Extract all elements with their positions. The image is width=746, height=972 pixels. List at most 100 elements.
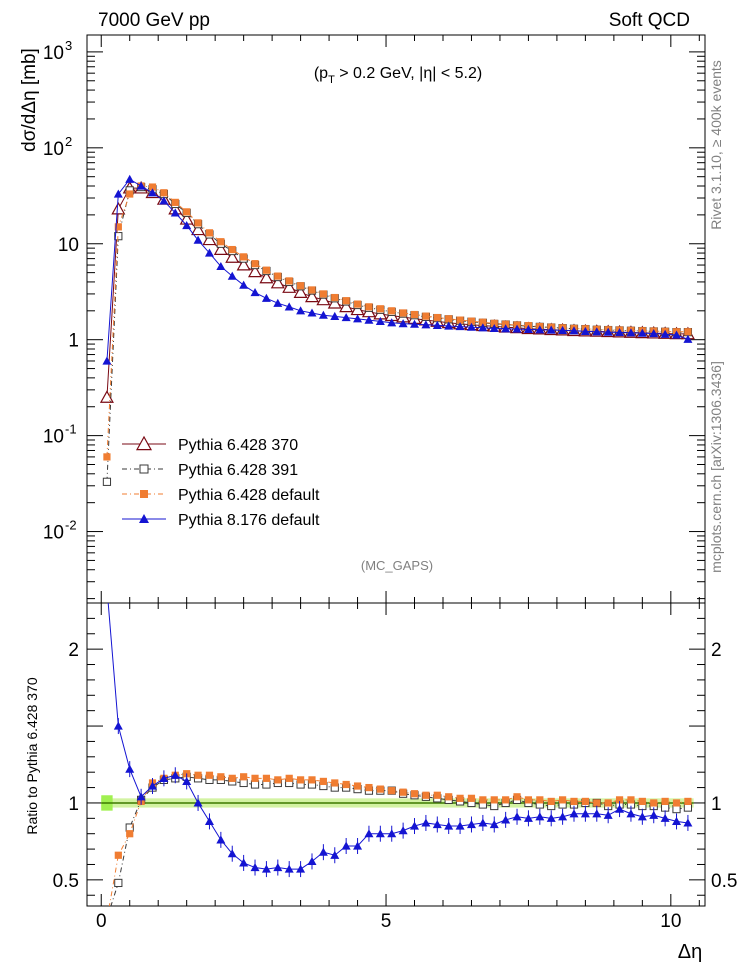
data-point [227, 849, 237, 858]
data-point [626, 328, 636, 337]
data-point [501, 324, 511, 333]
legend-label: Pythia 6.428 default [178, 487, 320, 504]
ratio-y-tick-label-right: 2 [711, 640, 722, 661]
data-point [318, 847, 328, 856]
data-point [592, 809, 602, 818]
data-point [569, 809, 579, 818]
data-point [330, 311, 340, 320]
data-point [307, 308, 317, 317]
data-point [467, 317, 476, 325]
x-tick-label: 5 [381, 911, 392, 932]
data-point [672, 799, 681, 807]
data-point [341, 841, 351, 850]
data-point [136, 792, 146, 801]
ratio-panel-frame [86, 602, 706, 907]
data-point [261, 293, 271, 302]
energy-label: 7000 GeV pp [98, 10, 210, 31]
data-point [547, 797, 555, 806]
data-point [558, 812, 568, 821]
ratio-y-tick-label: 2 [68, 640, 79, 661]
data-point [228, 774, 236, 782]
data-point [353, 314, 363, 323]
data-point [683, 818, 693, 827]
data-point [410, 310, 419, 319]
data-point [410, 319, 420, 328]
data-point [148, 781, 158, 790]
data-point [182, 776, 192, 786]
ratio-series-pythia-6-428-391 [110, 772, 693, 906]
y-tick-label: 10 [43, 43, 64, 64]
data-point [365, 303, 373, 311]
data-point [672, 805, 681, 814]
data-point [615, 327, 625, 337]
data-point [626, 809, 636, 818]
data-point [466, 322, 476, 331]
data-point [388, 787, 396, 795]
data-point [456, 794, 464, 802]
data-point [570, 797, 578, 806]
data-point [398, 826, 408, 835]
data-point [216, 261, 226, 271]
data-point [524, 796, 533, 804]
data-point [581, 797, 589, 806]
data-point [170, 770, 180, 779]
data-point [182, 220, 192, 230]
main-y-axis-label: dσ/dΔη [mb] [19, 48, 40, 152]
data-point [114, 851, 122, 859]
data-point [240, 773, 248, 781]
data-point [160, 189, 168, 197]
ratio-series-pythia-8-176-default [107, 603, 693, 878]
data-point [502, 320, 510, 328]
data-point [273, 863, 283, 872]
data-point [204, 248, 214, 257]
data-point [410, 790, 419, 798]
data-point [308, 776, 316, 784]
x-tick-label: 10 [660, 911, 681, 932]
data-point [433, 791, 441, 799]
ratio-y-tick-label: 0.5 [53, 871, 79, 892]
data-point [217, 238, 225, 246]
data-point [139, 464, 149, 474]
data-point [327, 295, 342, 309]
legend-label: Pythia 6.428 370 [178, 437, 298, 454]
data-point [593, 799, 601, 807]
series-pythia-8-176-default [102, 174, 693, 365]
data-point [580, 326, 590, 336]
data-point [135, 435, 153, 451]
data-point [376, 785, 384, 793]
data-point [262, 774, 271, 782]
data-point [126, 830, 134, 838]
data-point [140, 490, 148, 498]
y-tick-exponent: 2 [65, 134, 72, 149]
data-point [683, 803, 693, 812]
data-point [307, 856, 317, 865]
data-point [273, 298, 283, 307]
data-point [316, 292, 331, 306]
data-point [649, 810, 659, 819]
data-point [432, 320, 442, 329]
data-point [250, 863, 260, 872]
data-point [627, 796, 635, 804]
data-point [353, 782, 362, 790]
x-tick-label: 0 [96, 911, 107, 932]
data-point [308, 286, 316, 294]
x-axis-label: Δη [678, 941, 702, 963]
data-point [444, 321, 454, 330]
data-point [262, 780, 271, 789]
data-point [558, 325, 568, 334]
data-point [432, 819, 442, 829]
data-point [615, 804, 625, 813]
data-point [422, 791, 430, 799]
data-point [236, 257, 251, 271]
legend-label: Pythia 8.176 default [178, 512, 320, 529]
data-point [342, 780, 350, 789]
data-point [660, 329, 670, 338]
data-point [444, 821, 454, 830]
data-point [456, 316, 464, 324]
data-point [103, 453, 111, 461]
data-point [194, 771, 202, 779]
data-point [603, 810, 613, 819]
y-tick-label: 10 [43, 427, 64, 448]
data-point [213, 242, 228, 255]
legend: Pythia 6.428 370 Pythia 6.428 391 Pythia 6… [122, 435, 320, 529]
